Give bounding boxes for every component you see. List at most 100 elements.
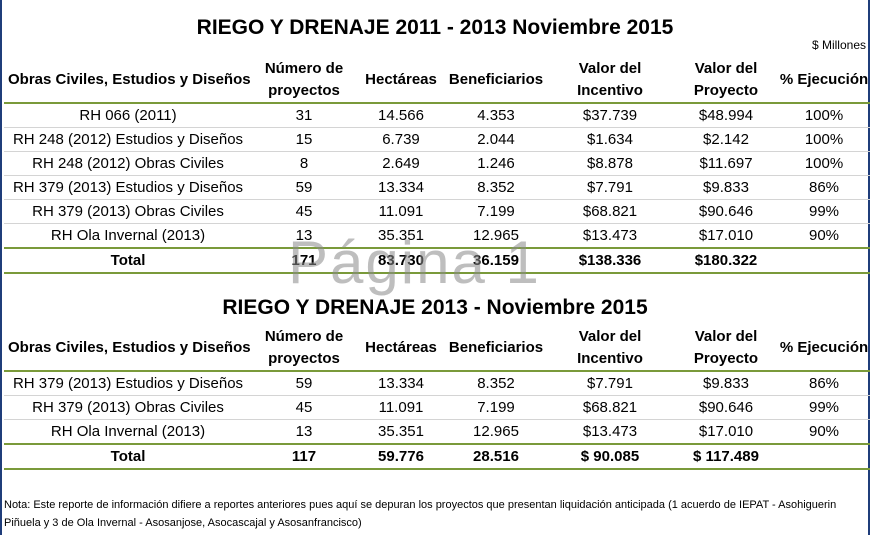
table-cell: $7.791 (546, 371, 674, 396)
table-cell: 2.649 (356, 151, 446, 176)
left-border (0, 0, 2, 535)
total-cell: 36.159 (446, 247, 546, 274)
total-cell: $ 117.489 (674, 443, 778, 470)
col-header-proyecto: Valor del Proyecto (674, 58, 778, 104)
table-cell: 86% (778, 175, 870, 200)
table-cell: 1.246 (446, 151, 546, 176)
table-cell: 2.044 (446, 127, 546, 152)
table2-title: RIEGO Y DRENAJE 2013 - Noviembre 2015 (222, 296, 648, 319)
total-cell: 59.776 (356, 443, 446, 470)
col-header-hectareas: Hectáreas (356, 326, 446, 372)
table-cell: 13.334 (356, 371, 446, 396)
table-cell: 35.351 (356, 419, 446, 445)
table1-title: RIEGO Y DRENAJE 2011 - 2013 Noviembre 20… (196, 16, 674, 39)
total-cell (778, 443, 870, 470)
footnote: Nota: Este reporte de información difier… (4, 499, 837, 529)
table-cell: 8 (252, 151, 356, 176)
table-cell: RH Ola Invernal (2013) (4, 419, 252, 445)
table1-header-row: Obras Civiles, Estudios y Diseños Número… (4, 58, 870, 104)
table-cell: 35.351 (356, 223, 446, 249)
table-cell: 90% (778, 419, 870, 445)
table-cell: $90.646 (674, 199, 778, 224)
table-cell: 100% (778, 127, 870, 152)
table2: Obras Civiles, Estudios y Diseños Número… (4, 326, 870, 470)
total-cell (778, 247, 870, 274)
table-cell: 86% (778, 371, 870, 396)
table-cell: 45 (252, 395, 356, 420)
table-cell: $11.697 (674, 151, 778, 176)
units-label: $ Millones (811, 38, 866, 52)
table-row: RH 248 (2012) Estudios y Diseños 15 6.739 2… (4, 127, 870, 152)
table-row: RH 248 (2012) Obras Civiles 8 2.649 1.246 $8… (4, 151, 870, 176)
table-row: RH 379 (2013) Estudios y Diseños 59 13.334… (4, 371, 870, 396)
table-cell: 7.199 (446, 395, 546, 420)
table-cell: 59 (252, 175, 356, 200)
table-cell: $37.739 (546, 103, 674, 128)
col-header-ejecucion: % Ejecución (778, 326, 870, 372)
col-header-incentivo: Valor del Incentivo (546, 326, 674, 372)
table-cell: RH 248 (2012) Estudios y Diseños (4, 127, 252, 152)
col-header-numero: Número de proyectos (252, 58, 356, 104)
table-cell: 13 (252, 419, 356, 445)
total-cell: 171 (252, 247, 356, 274)
total-cell: 28.516 (446, 443, 546, 470)
table-cell: $9.833 (674, 371, 778, 396)
table-cell: 11.091 (356, 395, 446, 420)
col-header-numero: Número de proyectos (252, 326, 356, 372)
table-cell: 6.739 (356, 127, 446, 152)
table-cell: $9.833 (674, 175, 778, 200)
table-cell: $1.634 (546, 127, 674, 152)
table-row: RH 379 (2013) Obras Civiles 45 11.091 7.199… (4, 199, 870, 224)
table-row: RH 379 (2013) Estudios y Diseños 59 13.334… (4, 175, 870, 200)
col-header-obras: Obras Civiles, Estudios y Diseños (4, 58, 252, 104)
col-header-hectareas: Hectáreas (356, 58, 446, 104)
total-row: Total 117 59.776 28.516 $ 90.085 $ 117.489 (4, 443, 870, 470)
table-cell: 59 (252, 371, 356, 396)
table-cell: 15 (252, 127, 356, 152)
total-cell: $138.336 (546, 247, 674, 274)
table-cell: 12.965 (446, 223, 546, 249)
table-cell: 100% (778, 151, 870, 176)
table-cell: 11.091 (356, 199, 446, 224)
table-cell: 13.334 (356, 175, 446, 200)
table-cell: 90% (778, 223, 870, 249)
table-cell: 7.199 (446, 199, 546, 224)
table-cell: $17.010 (674, 419, 778, 445)
table-cell: 8.352 (446, 371, 546, 396)
table-row: RH Ola Invernal (2013) 13 35.351 12.965 $13.… (4, 223, 870, 249)
table-cell: 100% (778, 103, 870, 128)
table-cell: RH 379 (2013) Estudios y Diseños (4, 175, 252, 200)
col-header-beneficiarios: Beneficiarios (446, 326, 546, 372)
table-cell: RH Ola Invernal (2013) (4, 223, 252, 249)
table-cell: $48.994 (674, 103, 778, 128)
table2-header-row: Obras Civiles, Estudios y Diseños Número… (4, 326, 870, 372)
col-header-obras: Obras Civiles, Estudios y Diseños (4, 326, 252, 372)
table-cell: $17.010 (674, 223, 778, 249)
table-cell: 13 (252, 223, 356, 249)
table-cell: $68.821 (546, 395, 674, 420)
total-row: Total 171 83.730 36.159 $138.336 $180.322 (4, 247, 870, 274)
table-cell: $7.791 (546, 175, 674, 200)
col-header-incentivo: Valor del Incentivo (546, 58, 674, 104)
table-cell: 4.353 (446, 103, 546, 128)
table-cell: 8.352 (446, 175, 546, 200)
table-cell: 31 (252, 103, 356, 128)
table-cell: RH 379 (2013) Obras Civiles (4, 199, 252, 224)
table-cell: $8.878 (546, 151, 674, 176)
table1: Obras Civiles, Estudios y Diseños Número… (4, 58, 870, 274)
table-cell: RH 248 (2012) Obras Civiles (4, 151, 252, 176)
table-cell: $13.473 (546, 419, 674, 445)
table-cell: $68.821 (546, 199, 674, 224)
total-cell: 117 (252, 443, 356, 470)
table-row: RH 379 (2013) Obras Civiles 45 11.091 7.199… (4, 395, 870, 420)
table-cell: 45 (252, 199, 356, 224)
table-row: RH 066 (2011) 31 14.566 4.353 $37.739 $48.994… (4, 103, 870, 128)
table-cell: 14.566 (356, 103, 446, 128)
table-cell: RH 379 (2013) Obras Civiles (4, 395, 252, 420)
table-cell: RH 066 (2011) (4, 103, 252, 128)
table-cell: RH 379 (2013) Estudios y Diseños (4, 371, 252, 396)
col-header-proyecto: Valor del Proyecto (674, 326, 778, 372)
total-cell: 83.730 (356, 247, 446, 274)
total-cell: Total (4, 443, 252, 470)
table-cell: $90.646 (674, 395, 778, 420)
